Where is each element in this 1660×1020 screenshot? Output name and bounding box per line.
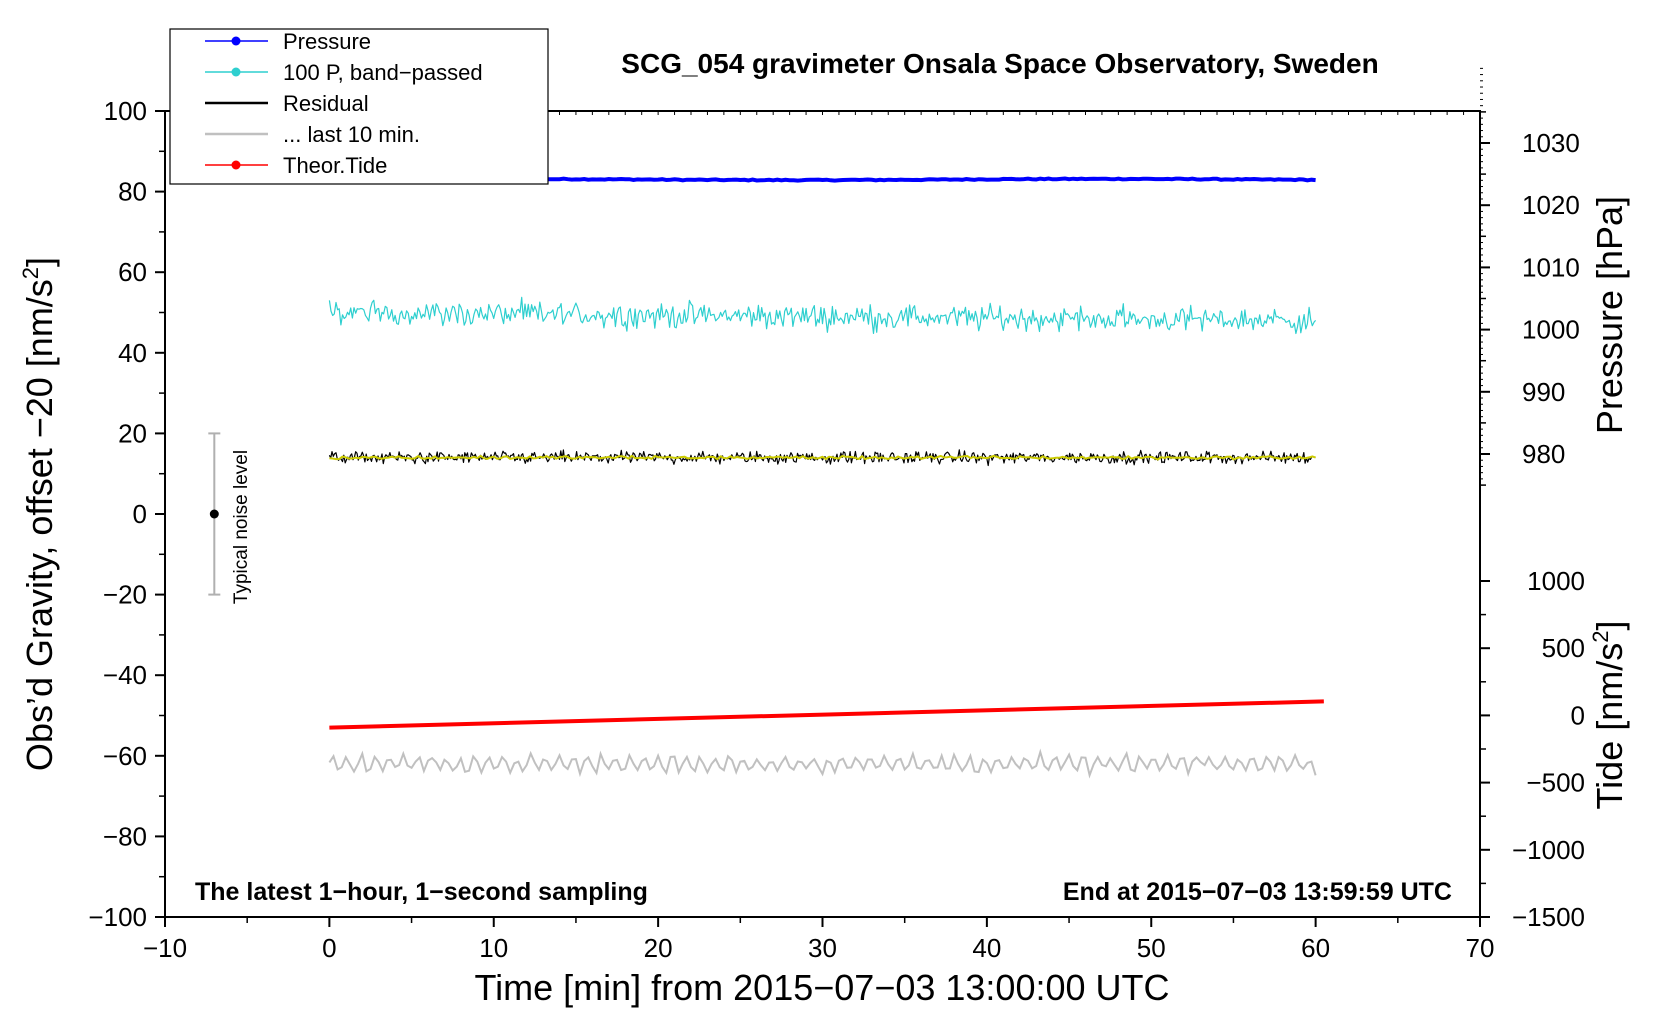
y-tick-label: −80 xyxy=(103,821,147,851)
legend: Pressure 100 P, band−passed Residual ... la… xyxy=(169,28,549,185)
y-tick-label: −20 xyxy=(103,580,147,610)
x-tick-label: −10 xyxy=(143,933,187,963)
y-tick-label: 80 xyxy=(118,177,147,207)
y-axis-title-sup: 2 xyxy=(18,267,43,279)
tide-axis-title: Tide [nm/s2] xyxy=(1588,621,1630,810)
legend-marker xyxy=(231,67,241,77)
end-time-note: End at 2015−07−03 13:59:59 UTC xyxy=(1063,878,1452,906)
chart-title: SCG_054 gravimeter Onsala Space Observat… xyxy=(621,48,1378,79)
legend-label: 100 P, band−passed xyxy=(283,60,483,85)
x-tick-label: 10 xyxy=(479,933,508,963)
x-tick-label: 30 xyxy=(808,933,837,963)
x-axis: −10 0 10 20 30 40 50 60 70 xyxy=(143,111,1495,963)
pressure-tick-label: 990 xyxy=(1522,377,1565,407)
pressure-tick-label: 1000 xyxy=(1522,315,1580,345)
tide-axis-title-main: Tide [nm/s xyxy=(1589,643,1630,810)
pressure-tick-label: 1020 xyxy=(1522,190,1580,220)
y-tick-label: −60 xyxy=(103,741,147,771)
pressure-axis-title: Pressure [hPa] xyxy=(1589,196,1630,434)
tide-tick-label: −1500 xyxy=(1512,902,1585,932)
x-tick-label: 60 xyxy=(1301,933,1330,963)
tide-tick-label: −1000 xyxy=(1512,835,1585,865)
x-tick-label: 40 xyxy=(972,933,1001,963)
series-line xyxy=(329,454,1316,461)
tide-tick-label: 500 xyxy=(1542,633,1585,663)
legend-label: Theor.Tide xyxy=(283,153,387,178)
y-tick-label: 40 xyxy=(118,338,147,368)
tide-line xyxy=(329,699,1324,730)
pressure-tick-label: 980 xyxy=(1522,439,1565,469)
tide-tick-label: 0 xyxy=(1571,700,1585,730)
noise-bar-center xyxy=(209,509,219,519)
last10-line xyxy=(328,748,1317,779)
pressure-tick-label: 1030 xyxy=(1522,128,1580,158)
legend-label: ... last 10 min. xyxy=(283,122,420,147)
series-layer xyxy=(328,176,1324,779)
y-tick-label: −40 xyxy=(103,660,147,690)
y-axis-pressure: 1030 1020 1010 1000 990 980 xyxy=(1480,67,1580,486)
pressure-tick-label: 1010 xyxy=(1522,252,1580,282)
y-tick-label: 100 xyxy=(104,96,147,126)
x-tick-label: 0 xyxy=(322,933,336,963)
y-tick-label: 0 xyxy=(133,499,147,529)
y-axis-title-tail: ] xyxy=(19,257,60,267)
legend-marker xyxy=(231,36,241,46)
tide-axis-title-sup: 2 xyxy=(1588,631,1613,643)
x-axis-title: Time [min] from 2015−07−03 13:00:00 UTC xyxy=(474,967,1169,1008)
y-tick-label: 60 xyxy=(118,257,147,287)
tide-tick-label: 1000 xyxy=(1527,566,1585,596)
y-axis-left: 100 80 60 40 20 0 −20 −40 −60 −80 −100 xyxy=(88,96,165,932)
y-axis-title: Obs’d Gravity, offset −20 [nm/s2] xyxy=(18,257,60,771)
tide-tick-label: −500 xyxy=(1526,768,1585,798)
tide-axis-title-tail: ] xyxy=(1589,621,1630,631)
legend-label: Residual xyxy=(283,91,369,116)
y-tick-label: 20 xyxy=(118,418,147,448)
noise-level-label: Typical noise level xyxy=(231,450,252,604)
legend-label: Pressure xyxy=(283,29,371,54)
y-tick-label: −100 xyxy=(88,902,147,932)
plot-frame xyxy=(164,110,1481,918)
series-line xyxy=(328,296,1317,335)
y-axis-title-main: Obs’d Gravity, offset −20 [nm/s xyxy=(19,279,60,771)
x-tick-label: 20 xyxy=(644,933,673,963)
x-tick-label: 50 xyxy=(1137,933,1166,963)
noise-level-indicator: Typical noise level xyxy=(208,432,252,604)
legend-box xyxy=(169,28,549,185)
y-axis-tide: 1000 500 0 −500 −1000 −1500 xyxy=(1480,566,1585,932)
x-tick-label: 70 xyxy=(1466,933,1495,963)
sampling-note: The latest 1−hour, 1−second sampling xyxy=(195,878,648,906)
legend-marker xyxy=(231,160,241,170)
